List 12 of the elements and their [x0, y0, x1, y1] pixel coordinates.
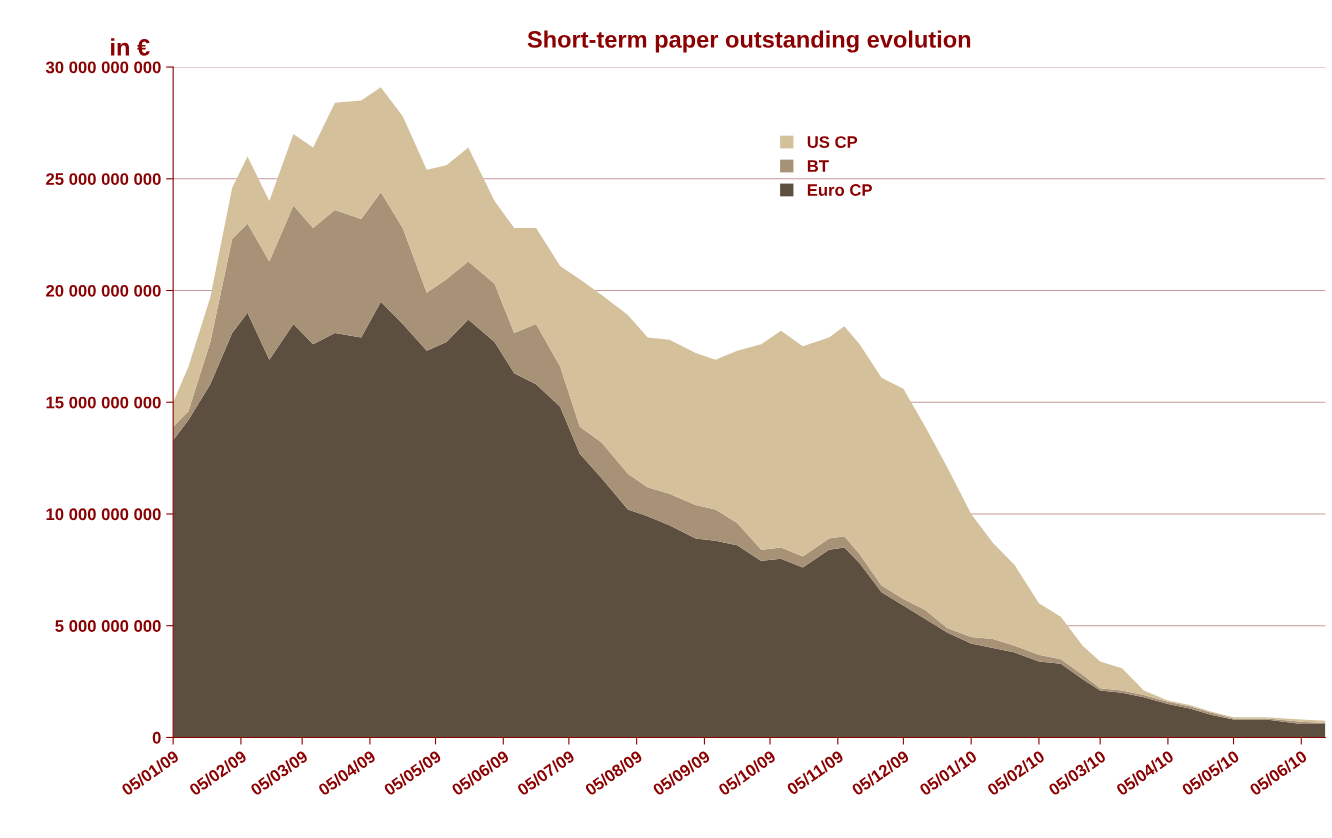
chart-title: Short-term paper outstanding evolution: [527, 30, 971, 53]
y-tick-label: 5 000 000 000: [55, 620, 161, 632]
y-tick-label: 20 000 000 000: [46, 284, 161, 297]
y-tick-label: 15 000 000 000: [46, 396, 161, 409]
legend-label: BT: [807, 160, 829, 172]
legend-label: US CP: [807, 136, 858, 148]
y-tick-label: 30 000 000 000: [45, 61, 161, 74]
legend-label: Euro CP: [807, 184, 872, 196]
y-tick-label: 25 000 000 000: [46, 173, 161, 185]
y-tick-label: 10 000 000 000: [46, 508, 161, 521]
y-tick-label: 0: [152, 731, 161, 744]
y-axis-title: in €: [111, 38, 150, 56]
